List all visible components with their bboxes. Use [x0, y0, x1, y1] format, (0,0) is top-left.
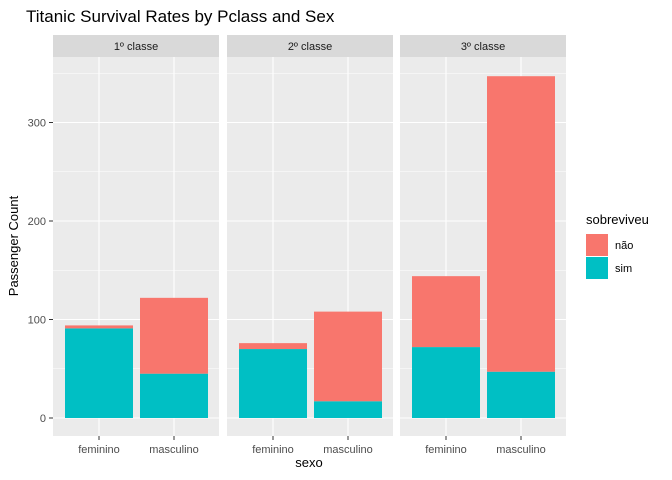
facets-group: 1º classe feminino masculino 2º classe femin… — [53, 35, 566, 456]
y-tick-label: 300 — [28, 118, 46, 130]
bar-sim — [314, 401, 382, 418]
bar-nao — [412, 276, 480, 348]
x-tick-label: masculino — [496, 444, 546, 456]
bar-nao — [487, 76, 555, 372]
x-tick-label: feminino — [78, 444, 120, 456]
chart-title: Titanic Survival Rates by Pclass and Sex — [26, 7, 335, 26]
legend-label: não — [615, 240, 633, 252]
bar-sim — [412, 347, 480, 418]
facet-strip — [400, 35, 566, 57]
bar-nao — [140, 297, 208, 374]
y-tick-label: 100 — [28, 315, 46, 327]
y-tick-label: 0 — [40, 413, 46, 425]
facet-strip-label: 1º classe — [114, 41, 158, 53]
legend-swatch — [586, 257, 608, 279]
bar-nao — [314, 311, 382, 402]
facet-panel: 3º classe feminino masculino — [400, 35, 566, 456]
legend-label: sim — [615, 263, 632, 275]
facet-panel: 1º classe feminino masculino — [53, 35, 219, 456]
facet-strip-label: 2º classe — [288, 41, 332, 53]
bar-sim — [239, 349, 307, 418]
x-tick-label: masculino — [323, 444, 373, 456]
x-tick-label: masculino — [149, 444, 199, 456]
bar-nao — [65, 325, 133, 329]
x-tick-label: feminino — [425, 444, 467, 456]
facet-strip — [227, 35, 393, 57]
y-tick-label: 200 — [28, 216, 46, 228]
bar-sim — [487, 371, 555, 418]
x-tick-label: feminino — [252, 444, 294, 456]
bar-sim — [65, 328, 133, 418]
y-axis-title: Passenger Count — [6, 195, 21, 296]
x-axis-title: sexo — [295, 455, 322, 470]
legend: sobreviveu não sim — [586, 212, 649, 279]
facet-panel: 2º classe feminino masculino — [227, 35, 393, 456]
facet-strip — [53, 35, 219, 57]
bar-sim — [140, 373, 208, 418]
legend-title: sobreviveu — [586, 212, 649, 227]
bar-nao — [239, 343, 307, 350]
facet-strip-label: 3º classe — [461, 41, 505, 53]
y-axis: 0 100 200 300 — [28, 118, 53, 425]
legend-swatch — [586, 234, 608, 256]
